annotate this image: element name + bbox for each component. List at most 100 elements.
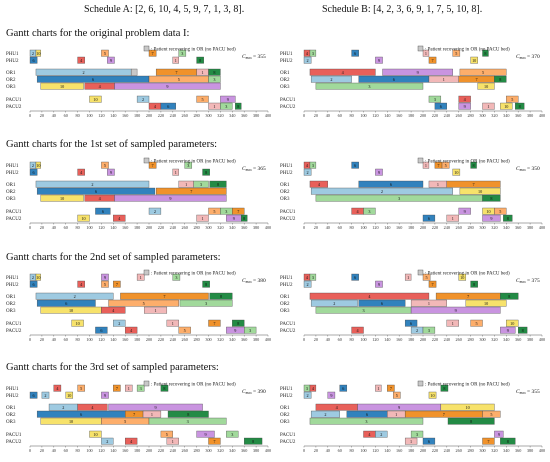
legend-text: : Patient recovering in OR (no PACU bed): [151, 47, 236, 52]
resource-label: PACU1: [280, 98, 296, 103]
legend-swatch: [143, 45, 150, 52]
task-bar: [309, 68, 376, 76]
task-label: 6: [33, 170, 35, 175]
gantt-chart-b-original: PHU1 PHU2 OR1 OR2 OR3 PACU1 PACU2 4 3 6 1 5 8 2 9 7 10 4 9…: [278, 45, 548, 118]
task-bar: [209, 292, 233, 300]
resource-label: OR2: [6, 78, 16, 83]
task-label: 5: [184, 328, 186, 333]
task-label: 3: [312, 163, 314, 168]
task-bar: [101, 161, 109, 169]
x-tick-label: 220: [158, 448, 164, 453]
task-bar: [120, 292, 209, 300]
x-tick-label: 320: [217, 113, 223, 118]
task-bar: [303, 56, 312, 64]
task-label: 3: [368, 209, 370, 214]
task-bar: [422, 437, 436, 445]
x-tick-label: 180: [408, 225, 414, 230]
task-bar: [77, 384, 85, 392]
resource-label: PHU2: [280, 283, 293, 288]
task-label: 9: [154, 405, 156, 410]
x-tick-label: 380: [527, 448, 533, 453]
task-label: 5: [202, 97, 204, 102]
x-tick-label: 400: [539, 225, 545, 230]
resource-label: PACU1: [6, 322, 22, 327]
x-tick-label: 100: [86, 448, 92, 453]
task-bar: [482, 49, 489, 57]
resource-label: PHU1: [280, 164, 293, 169]
task-bar: [35, 273, 41, 281]
task-bar: [375, 168, 383, 176]
section-title-original: Gantt charts for the original problem da…: [6, 28, 190, 39]
task-label: 2: [416, 328, 418, 333]
task-label: 5: [213, 209, 215, 214]
x-tick-label: 300: [479, 337, 485, 342]
resource-label: PACU2: [6, 217, 22, 222]
task-bar: [244, 326, 257, 334]
task-label: 6: [33, 393, 35, 398]
task-bar: [148, 417, 227, 425]
task-label: 1: [407, 275, 409, 280]
x-tick-label: 80: [350, 225, 354, 230]
task-label: 10: [504, 104, 508, 109]
task-label: 6: [33, 282, 35, 287]
task-bar: [410, 306, 501, 314]
task-label: 2: [44, 393, 46, 398]
x-tick-label: 320: [491, 113, 497, 118]
task-bar: [310, 410, 340, 418]
task-label: 2: [380, 432, 382, 437]
legend-swatch: [143, 269, 150, 276]
gantt-chart-a-first: PHU1 PHU2 OR1 OR2 OR3 PACU1 PACU2 2 10 5 7 3 6 4 9 1 8 2 1…: [4, 157, 274, 230]
legend-text: : Patient recovering in OR (no PACU bed): [425, 159, 510, 164]
task-label: 10: [67, 393, 71, 398]
task-label: 8: [507, 439, 509, 444]
task-bar: [459, 187, 501, 195]
task-label: 8: [205, 170, 207, 175]
task-label: 7: [476, 77, 478, 82]
x-tick-label: 20: [40, 225, 44, 230]
x-tick-label: 260: [456, 113, 462, 118]
x-tick-label: 100: [360, 448, 366, 453]
task-label: 1: [437, 182, 439, 187]
task-label: 5: [482, 70, 484, 75]
task-label: 9: [507, 328, 509, 333]
task-label: 9: [233, 216, 235, 221]
task-bar: [410, 430, 424, 438]
task-bar: [382, 68, 453, 76]
task-bar: [506, 319, 519, 327]
legend-text: : Patient recovering in OR (no PACU bed): [425, 47, 510, 52]
task-label: 8: [508, 294, 510, 299]
task-bar: [40, 82, 84, 90]
task-label: 6: [381, 301, 383, 306]
task-label: 5: [445, 163, 447, 168]
task-bar: [125, 384, 133, 392]
resource-label: OR3: [6, 420, 16, 425]
task-bar: [458, 95, 471, 103]
gantt-chart-b-third: PHU1 PHU2 OR1 OR2 OR3 PACU1 PACU2 3 4 6 1 7 8 2 9 5 10 4 9…: [278, 380, 548, 453]
x-tick-label: 160: [396, 113, 402, 118]
task-bar: [422, 326, 436, 334]
cmax-label: Cmax = 355: [516, 389, 540, 395]
task-bar: [434, 102, 447, 110]
task-label: 2: [142, 97, 144, 102]
task-bar: [144, 306, 168, 314]
x-tick-label: 280: [467, 113, 473, 118]
gantt-chart-a-original: PHU1 PHU2 OR1 OR2 OR3 PACU1 PACU2 2 10 5 7 3 6 4 9 1 8 2 7…: [4, 45, 274, 118]
x-tick-label: 120: [372, 113, 378, 118]
task-bar: [136, 384, 145, 392]
task-label: 5: [80, 386, 82, 391]
task-label: 1: [202, 216, 204, 221]
task-label: 7: [152, 163, 154, 168]
task-label: 4: [56, 386, 59, 391]
resource-label: OR2: [280, 190, 290, 195]
task-bar: [29, 280, 38, 288]
task-bar: [309, 161, 317, 169]
task-bar: [142, 410, 162, 418]
task-bar: [375, 280, 383, 288]
x-tick-label: 260: [456, 337, 462, 342]
task-bar: [452, 168, 461, 176]
cmax-label: Cmax = 355: [242, 54, 266, 60]
task-bar: [303, 391, 312, 399]
x-tick-label: 200: [146, 337, 152, 342]
x-tick-label: 40: [326, 225, 330, 230]
x-tick-label: 140: [384, 448, 390, 453]
